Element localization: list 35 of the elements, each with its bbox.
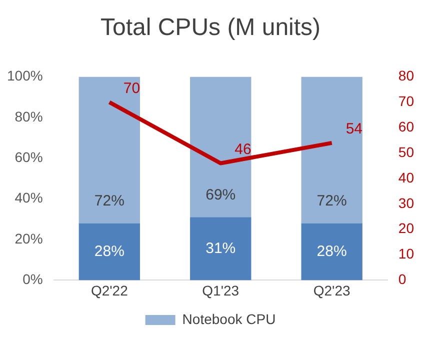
y-tick-label: 20% xyxy=(14,230,43,246)
y2-tick-label: 0 xyxy=(398,271,406,288)
data-label: 28% xyxy=(94,242,124,260)
bar xyxy=(78,76,140,224)
data-label: 54 xyxy=(346,120,363,138)
legend-label: Notebook CPU xyxy=(182,310,276,327)
bar xyxy=(301,223,362,280)
bar xyxy=(301,76,362,224)
y2-tick-label: 80 xyxy=(398,68,414,84)
y2-tick-label: 60 xyxy=(398,118,414,135)
y2-tick-label: 10 xyxy=(398,246,414,262)
y2-tick-label: 40 xyxy=(398,169,414,186)
bar xyxy=(190,217,252,280)
bar xyxy=(78,223,140,280)
x-tick-label: Q2'23 xyxy=(313,282,350,298)
data-label: 28% xyxy=(316,242,347,260)
y2-tick-label: 30 xyxy=(398,194,414,211)
data-label: 46 xyxy=(234,140,252,158)
y2-tick-label: 50 xyxy=(398,144,414,160)
y2-tick-label: 70 xyxy=(398,93,414,110)
y-tick-label: 0% xyxy=(22,271,43,288)
y2-tick-label: 20 xyxy=(398,220,414,236)
data-label: 72% xyxy=(94,192,124,210)
data-label: 69% xyxy=(206,186,236,204)
data-label: 31% xyxy=(206,240,236,257)
data-label: 72% xyxy=(316,192,347,210)
chart-title: Total CPUs (M units) xyxy=(100,14,321,42)
y-tick-label: 60% xyxy=(14,149,43,166)
y-tick-label: 100% xyxy=(6,68,43,84)
y-tick-label: 80% xyxy=(14,108,43,124)
data-label: 70 xyxy=(123,80,140,97)
y-tick-label: 40% xyxy=(14,190,43,206)
x-tick-label: Q2'22 xyxy=(90,282,128,298)
x-tick-label: Q1'23 xyxy=(202,282,240,298)
bar xyxy=(190,76,252,218)
